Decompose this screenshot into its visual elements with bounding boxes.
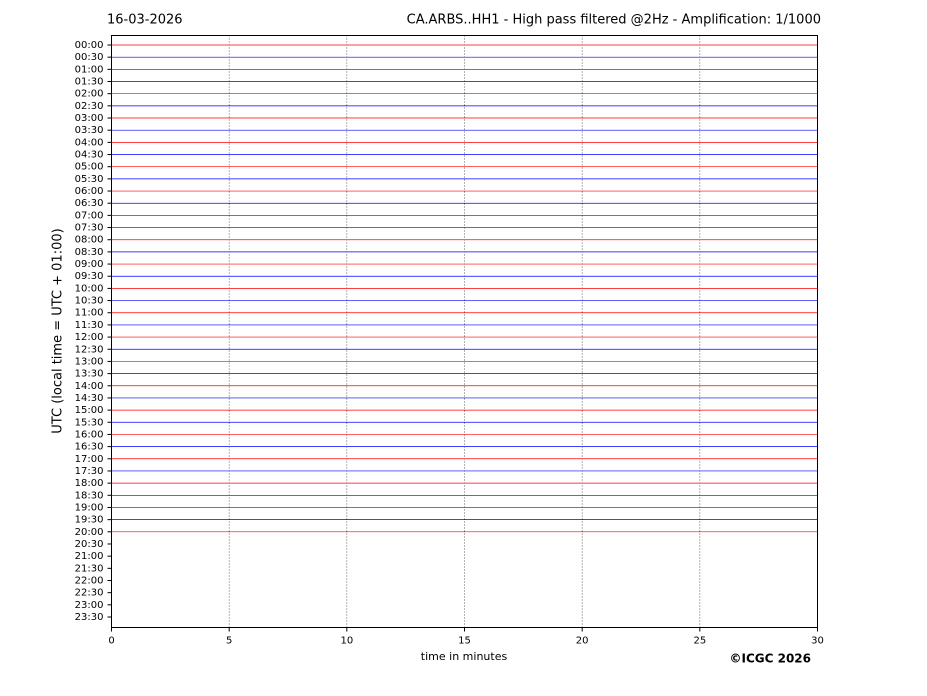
y-tick-label: 15:00 (75, 405, 104, 416)
plot-frame (111, 35, 818, 628)
credit: ©ICGC 2026 (729, 652, 811, 666)
y-tick-label: 21:00 (75, 551, 104, 562)
y-tick-label: 22:30 (75, 588, 104, 599)
y-tick-label: 14:30 (75, 393, 104, 404)
y-tick-label: 08:30 (75, 247, 104, 258)
y-axis-label: UTC (local time = UTC + 01:00) (51, 228, 66, 433)
y-tick-label: 01:30 (75, 77, 104, 88)
y-tick-label: 21:30 (75, 563, 104, 574)
y-tick-label: 22:00 (75, 575, 104, 586)
y-tick-label: 23:00 (75, 600, 104, 611)
x-tick-label: 15 (458, 636, 471, 647)
y-tick-label: 00:30 (75, 52, 104, 63)
y-tick-label: 23:30 (75, 612, 104, 623)
y-tick-label: 02:00 (75, 89, 104, 100)
y-tick-label: 09:30 (75, 271, 104, 282)
x-tick-label: 10 (340, 636, 353, 647)
y-tick-label: 16:30 (75, 442, 104, 453)
date: 16-03-2026 (107, 13, 183, 28)
y-tick-label: 12:00 (75, 332, 104, 343)
y-tick-label: 18:00 (75, 478, 104, 489)
y-tick-label: 10:30 (75, 296, 104, 307)
x-tick-label: 0 (108, 636, 114, 647)
y-tick-label: 01:00 (75, 64, 104, 75)
y-tick-label: 07:00 (75, 210, 104, 221)
y-tick-label: 03:30 (75, 125, 104, 136)
x-axis-label: time in minutes (421, 650, 508, 663)
y-tick-label: 04:30 (75, 150, 104, 161)
x-tick-label: 25 (693, 636, 706, 647)
y-tick-label: 17:00 (75, 454, 104, 465)
y-tick-label: 14:00 (75, 381, 104, 392)
y-tick-label: 17:30 (75, 466, 104, 477)
y-tick-label: 10:00 (75, 283, 104, 294)
y-tick-label: 05:00 (75, 162, 104, 173)
y-tick-label: 09:00 (75, 259, 104, 270)
y-tick-label: 07:30 (75, 223, 104, 234)
y-tick-label: 18:30 (75, 490, 104, 501)
y-tick-label: 05:30 (75, 174, 104, 185)
y-tick-label: 16:00 (75, 429, 104, 440)
y-tick-label: 13:30 (75, 369, 104, 380)
y-tick-label: 03:00 (75, 113, 104, 124)
y-tick-label: 11:30 (75, 320, 104, 331)
y-tick-label: 20:00 (75, 527, 104, 538)
y-tick-label: 19:30 (75, 515, 104, 526)
y-tick-label: 15:30 (75, 417, 104, 428)
x-tick-label: 5 (226, 636, 232, 647)
y-tick-label: 11:00 (75, 308, 104, 319)
y-tick-label: 04:00 (75, 137, 104, 148)
y-tick-label: 12:30 (75, 344, 104, 355)
y-tick-label: 13:00 (75, 356, 104, 367)
y-tick-label: 06:30 (75, 198, 104, 209)
y-tick-label: 20:30 (75, 539, 104, 550)
x-tick-label: 30 (811, 636, 824, 647)
y-tick-label: 02:30 (75, 101, 104, 112)
y-tick-label: 08:00 (75, 235, 104, 246)
y-tick-label: 00:00 (75, 40, 104, 51)
y-tick-label: 19:00 (75, 502, 104, 513)
y-tick-label: 06:00 (75, 186, 104, 197)
chart-title: CA.ARBS..HH1 - High pass filtered @2Hz -… (407, 13, 821, 28)
x-tick-label: 20 (576, 636, 589, 647)
